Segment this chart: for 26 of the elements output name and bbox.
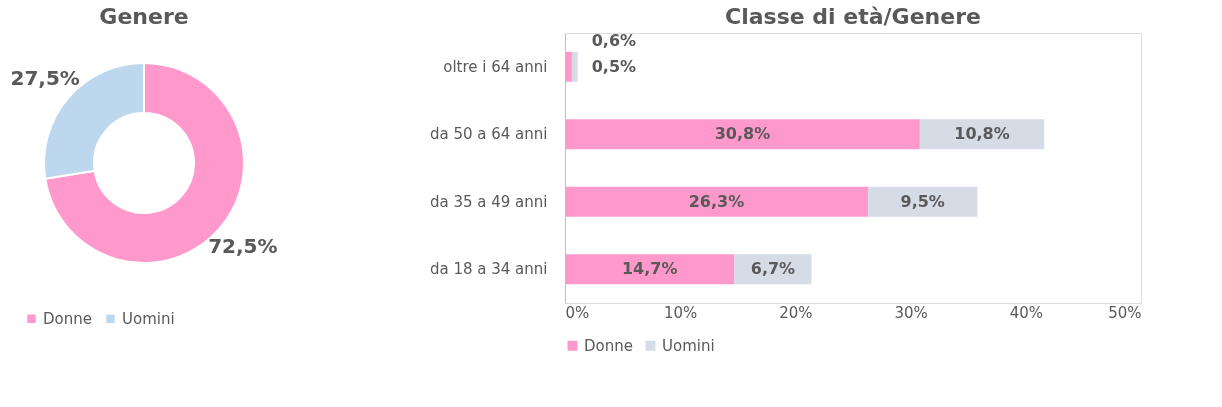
data-label: 14,7% (621, 259, 678, 279)
data-label: 9,5% (900, 191, 945, 211)
data-label: 30,8% (714, 124, 771, 144)
x-tick-label: 0% (565, 303, 590, 322)
chart-title: Classe di età/Genere (725, 3, 981, 29)
data-label: 10,8% (954, 124, 1010, 144)
data-label: 72,5% (208, 234, 278, 259)
y-tick-label: oltre i 64 anni (443, 57, 548, 76)
x-tick-label: 30% (894, 303, 928, 322)
data-label: 0,6% (591, 30, 637, 50)
chart-title: Genere (99, 4, 189, 29)
legend-label: Donne (43, 309, 92, 328)
data-label: 27,5% (10, 65, 80, 90)
data-label: 6,7% (750, 259, 796, 279)
x-tick-label: 20% (779, 303, 813, 322)
data-label: 26,3% (688, 191, 745, 211)
y-tick-label: da 18 a 34 anni (429, 260, 548, 279)
legend-label: Donne (584, 336, 633, 355)
data-label: 0,5% (591, 56, 637, 76)
y-tick-label: da 35 a 49 anni (429, 192, 548, 211)
legend-label: Uomini (662, 336, 715, 355)
y-tick-label: da 50 a 64 anni (429, 125, 548, 144)
x-tick-label: 50% (1108, 303, 1142, 322)
x-tick-label: 40% (1009, 303, 1043, 322)
x-tick-label: 10% (664, 303, 698, 322)
legend-label: Uomini (122, 309, 175, 328)
